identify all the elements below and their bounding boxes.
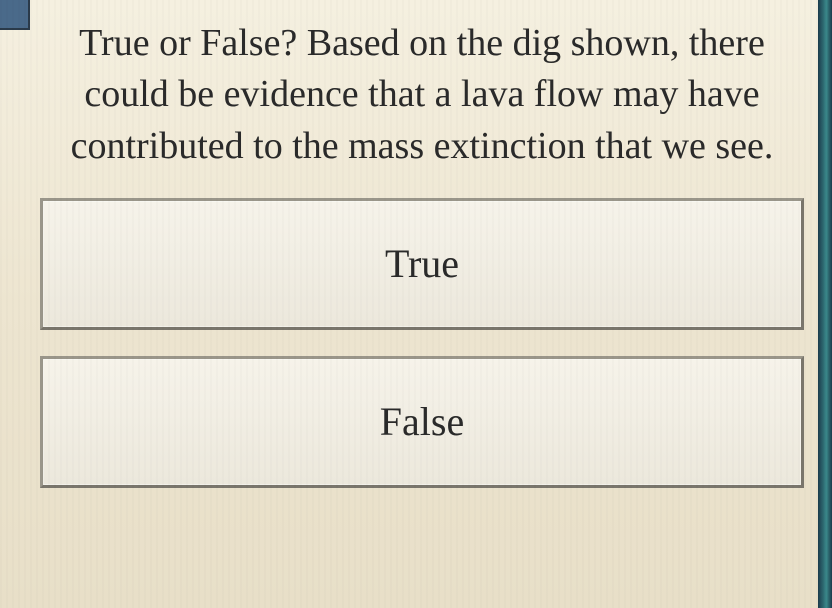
answer-false-button[interactable]: False (40, 356, 804, 488)
window-corner-decoration (0, 0, 30, 30)
window-right-edge (818, 0, 832, 608)
answer-true-button[interactable]: True (40, 198, 804, 330)
question-prompt: True or False? Based on the dig shown, t… (40, 18, 804, 198)
